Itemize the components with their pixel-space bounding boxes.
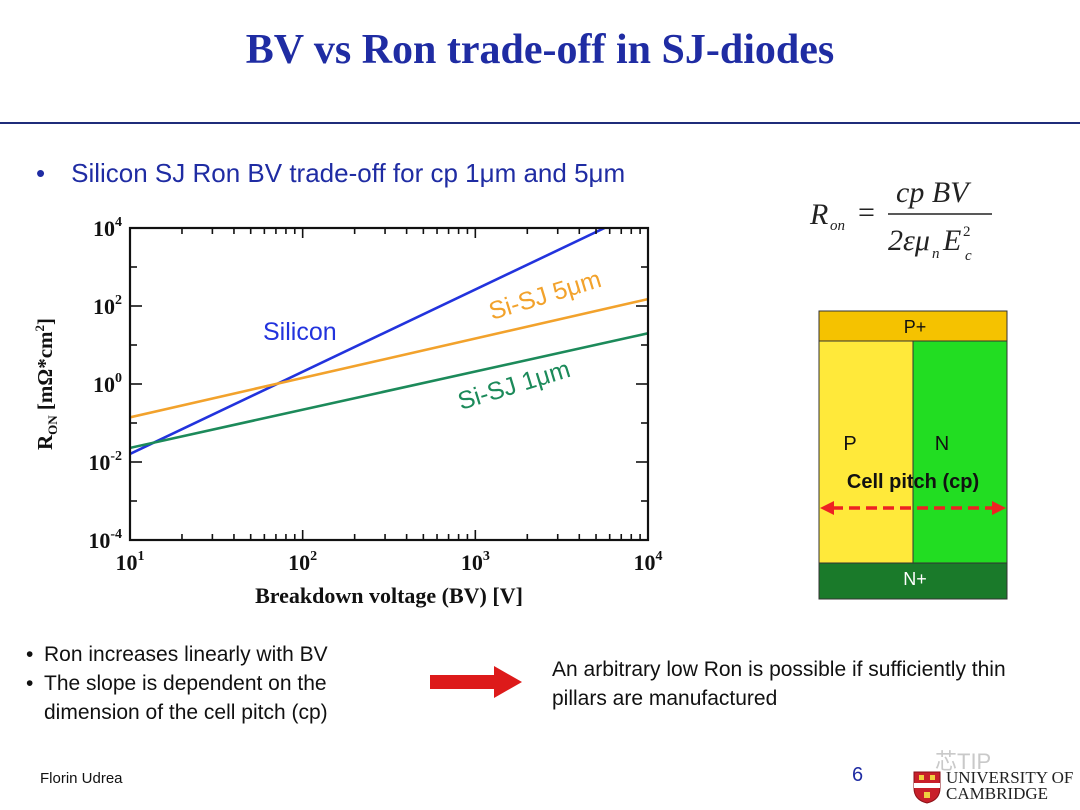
page-number: 6 [852,764,864,786]
key-point-1-text: Ron increases linearly with BV [44,643,328,666]
cell-pitch-label: Cell pitch (cp) [847,471,979,493]
x-tick-label: 102 [288,549,317,575]
x-tick-label: 104 [634,549,663,575]
cell-pitch-arrowhead-right [992,501,1006,515]
formula-denominator-sub: n [932,246,940,262]
subtitle-text: Silicon SJ Ron BV trade-off for cp 1μm a… [71,158,626,188]
bullet-dot: • [26,643,34,666]
conclusion-line-1: An arbitrary low Ron is possible if suff… [552,658,1006,681]
formula-lhs: R [809,198,828,231]
formula-equals: = [858,196,875,229]
formula-denominator-var: E [942,224,961,257]
n-pillar [912,340,1008,564]
key-point-2-text: The slope is dependent on the [44,672,327,695]
red-right-arrow-icon [430,666,522,698]
series-label-silicon: Silicon [263,318,337,346]
y-tick-label: 104 [93,215,122,241]
key-point-2-continued: dimension of the cell pitch (cp) [44,701,328,724]
y-axis-label-sub: ON [45,415,60,435]
bullet-dot: • [36,158,46,188]
series-label-si-sj-5um: Si-SJ 5μm [486,265,605,326]
ron-formula: R on = cp BV 2εμ n E 2 c [809,176,992,264]
y-axis-label-rest: [mΩ*cm [33,331,57,415]
x-tick-label: 103 [461,549,490,575]
y-tick-label: 10-2 [88,449,122,475]
formula-denominator-coef: 2εμ [888,224,930,257]
subtitle-bullet: • Silicon SJ Ron BV trade-off for cp 1μm … [36,158,625,189]
key-point-2: • The slope is dependent on the [26,669,328,698]
series-line-0 [130,228,606,456]
y-tick-label: 100 [93,371,122,397]
series-line-2 [130,332,648,450]
conclusion-text: An arbitrary low Ron is possible if suff… [552,655,1077,713]
chart-series-group [130,228,648,456]
university-line-1: UNIVERSITY OF [946,768,1074,787]
key-point-1: • Ron increases linearly with BV [26,640,328,669]
y-tick-label: 10-4 [88,527,122,553]
y-tick-label: 102 [93,293,122,319]
watermark-text: 芯TIP [935,749,992,774]
x-tick-label: 101 [116,549,145,575]
n-label: N [935,433,949,455]
p-pillar [818,340,914,564]
cell-pitch-arrowhead-left [820,501,834,515]
key-points: • Ron increases linearly with BV • The slo… [26,640,328,727]
university-wordmark: UNIVERSITY OF CAMBRIDGE [946,768,1074,803]
formula-lhs-sub: on [830,218,845,234]
title-divider [0,122,1080,124]
sj-cell-diagram: P+ P N Cell pitch (cp) N+ [818,310,1008,600]
p-plus-label: P+ [904,317,927,337]
slide-title: BV vs Ron trade-off in SJ-diodes [245,27,835,73]
n-plus-label: N+ [903,569,927,589]
chart-tick-labels: 101 102 103 104 104 102 100 10-2 10-4 [88,215,662,575]
series-line-1 [130,297,648,419]
p-label: P [843,433,856,455]
chart-ticks [129,227,648,541]
y-axis-label-main: R [33,434,57,450]
n-plus-layer [818,562,1008,600]
bullet-dot: • [26,672,34,695]
y-axis-label-sup: 2 [32,325,47,332]
cambridge-crest-icon [913,771,941,804]
footer-author: Florin Udrea [40,770,123,787]
formula-denominator-sup: 2 [963,224,971,240]
formula-numerator: cp BV [896,176,972,209]
y-axis-label-end: ] [33,318,57,325]
p-plus-layer [818,310,1008,342]
university-line-2: CAMBRIDGE [946,784,1049,803]
ron-bv-chart: 101 102 103 104 104 102 100 10-2 10-4 Breakdown … [32,215,663,608]
formula-denominator-var-sub: c [965,248,972,264]
conclusion-line-2: pillars are manufactured [552,687,778,710]
x-axis-label: Breakdown voltage (BV) [V] [255,583,523,608]
y-axis-label: RON [mΩ*cm2] [32,318,60,450]
